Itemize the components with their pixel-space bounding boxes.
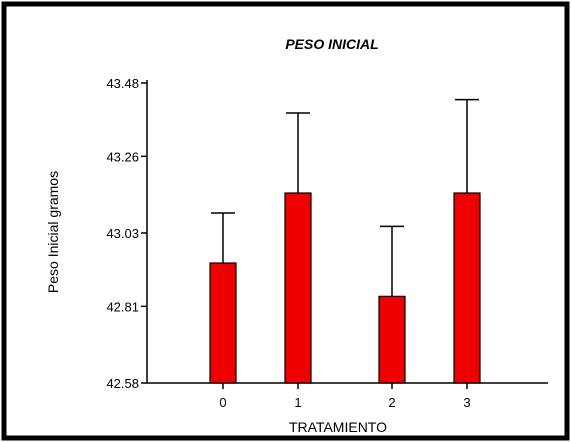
x-axis-title: TRATAMIENTO	[289, 419, 387, 435]
y-tick-label-2: 43.03	[106, 226, 139, 241]
y-tick-label-3: 43.26	[106, 149, 139, 164]
bar-0	[209, 262, 237, 384]
y-tick-label-1: 42.81	[106, 299, 139, 314]
x-tick-label-1: 1	[294, 395, 301, 410]
chart-title: PESO INICIAL	[285, 36, 378, 52]
x-tick-label-3: 3	[463, 395, 470, 410]
y-tick-label-0: 42.58	[106, 376, 139, 391]
bar-1	[284, 192, 312, 384]
y-axis-title: Peso Inicial gramos	[45, 171, 61, 293]
y-tick-label-4: 43.48	[106, 76, 139, 91]
plot-area: 42.58 42.81 43.03 43.26 43.48 0 1 2 3	[106, 76, 548, 410]
bar-3	[453, 192, 481, 384]
x-tick-label-0: 0	[219, 395, 226, 410]
x-tick-label-2: 2	[388, 395, 395, 410]
bar-2	[378, 295, 406, 384]
